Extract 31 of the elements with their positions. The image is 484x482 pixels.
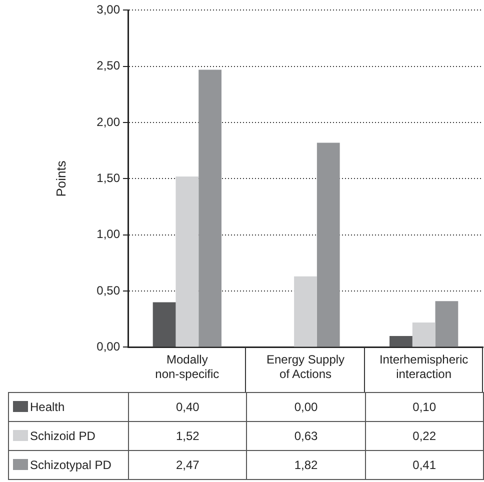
- bar: [152, 302, 176, 347]
- data-label: 0,22: [365, 422, 484, 450]
- bar: [294, 276, 317, 347]
- x-tick-label: Energy Supply of Actions: [266, 352, 345, 382]
- bar: [412, 322, 436, 347]
- bar: [176, 176, 199, 347]
- y-axis-title: Points: [53, 160, 68, 197]
- bar: [316, 142, 340, 347]
- y-tick-label: 0,50: [96, 283, 120, 298]
- y-tick-label: 2,00: [96, 114, 120, 129]
- data-label: 1,52: [128, 422, 247, 450]
- y-tick-label: 1,00: [96, 227, 120, 242]
- x-tick-label: Modally non-specific: [155, 352, 220, 382]
- legend-label: Schizotypal PD: [8, 450, 128, 480]
- x-tick-label: Interhemispheric interaction: [379, 352, 468, 382]
- data-label: 0,63: [246, 422, 366, 450]
- y-tick-label: 1,50: [96, 171, 120, 186]
- data-label: 2,47: [128, 450, 247, 480]
- y-tick-label: 3,00: [96, 2, 120, 17]
- y-tick-label: 2,50: [96, 58, 120, 73]
- legend-label: Schizoid PD: [8, 422, 128, 450]
- bar: [198, 70, 222, 347]
- data-label: 0,10: [365, 392, 484, 422]
- data-label: 0,00: [246, 392, 366, 422]
- data-label: 1,82: [246, 450, 366, 480]
- bar: [390, 336, 412, 347]
- data-label: 0,41: [365, 450, 484, 480]
- data-label: 0,40: [128, 392, 247, 422]
- legend-label: Health: [8, 392, 128, 422]
- bar: [435, 301, 458, 347]
- y-tick-label: 0,00: [96, 340, 120, 354]
